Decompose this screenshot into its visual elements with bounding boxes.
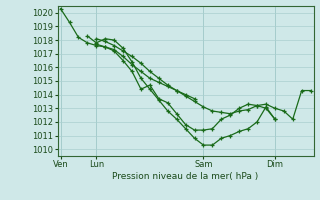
X-axis label: Pression niveau de la mer( hPa ): Pression niveau de la mer( hPa ) [112, 172, 259, 181]
